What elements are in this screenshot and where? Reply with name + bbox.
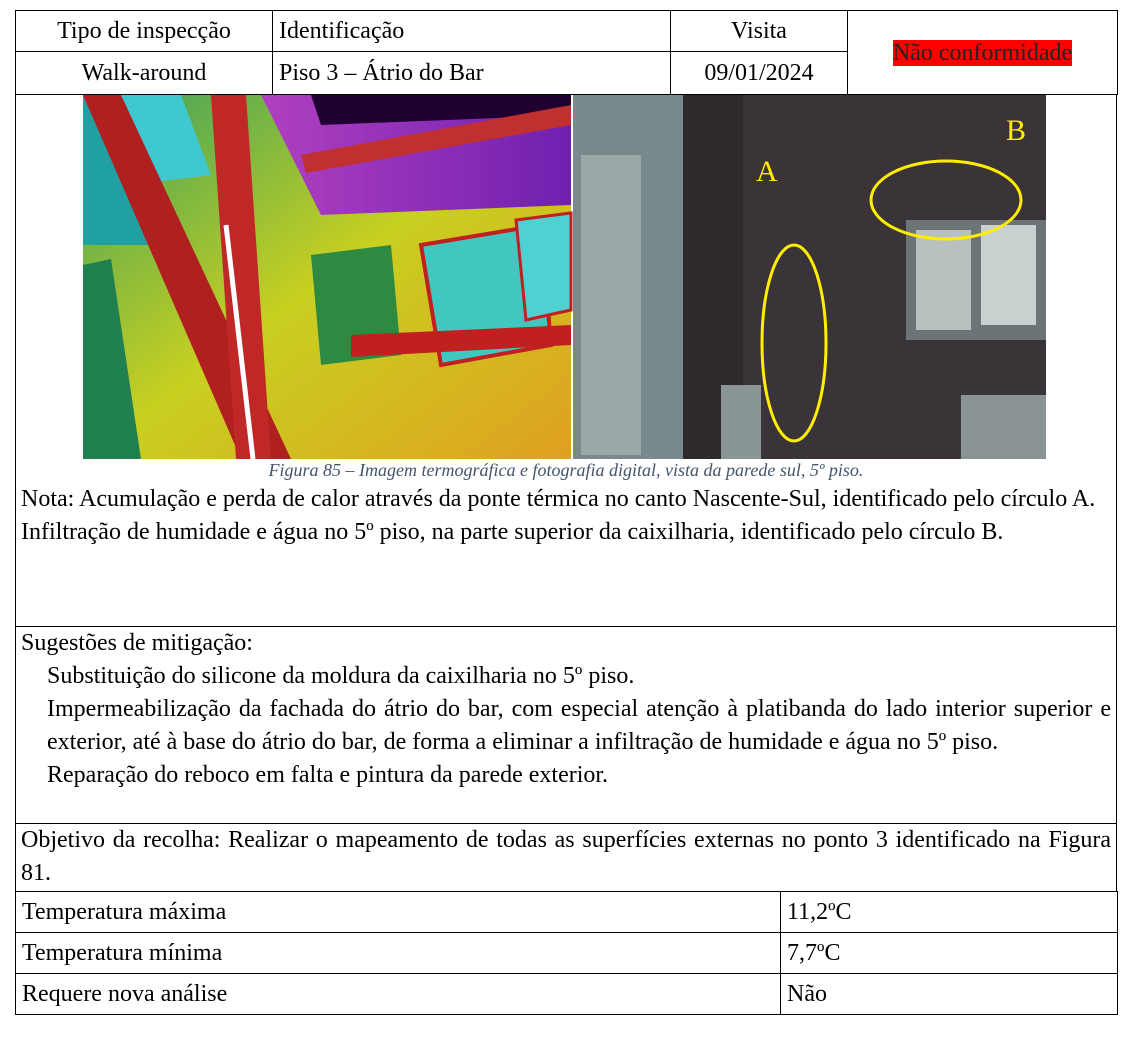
figure-caption: Figura 85 – Imagem termográfica e fotogr… [268, 460, 864, 480]
row-label: Requere nova análise [15, 973, 781, 1015]
circle-label: B [1006, 114, 1026, 147]
mitigation-block: Sugestões de mitigação: Substituição do … [15, 627, 1117, 824]
type-label: Tipo de inspecção [15, 10, 273, 52]
note: Infiltração de humidade e água no 5º pis… [21, 519, 1004, 545]
visit-value: 09/01/2024 [670, 51, 848, 95]
mitigation-title: Sugestões de mitigação: [21, 630, 253, 656]
figure: A B [83, 95, 1046, 459]
circle-label: A [756, 155, 778, 188]
row-label: Temperatura máxima [15, 891, 781, 933]
mitigation-item: Substituição do silicone da moldura da c… [47, 663, 635, 689]
type-value: Walk-around [15, 51, 273, 95]
figure-block: A B Figura 85 – Imagem termográfica e fo… [15, 95, 1117, 627]
status: Não conformidade [892, 39, 1073, 66]
visit-label: Visita [670, 10, 848, 52]
id-value: Piso 3 – Átrio do Bar [272, 51, 671, 95]
results-table: Temperatura máxima 11,2ºC Temperatura mín… [15, 891, 1118, 1015]
note: Nota: Acumulação e perda de calor atravé… [21, 486, 1096, 512]
thermal-image [83, 95, 573, 459]
row-value: 11,2ºC [780, 891, 1118, 933]
header-table: Tipo de inspecção Identificação Visita N… [15, 10, 1118, 95]
row-label: Temperatura mínima [15, 932, 781, 974]
digital-photo: A B [573, 95, 1046, 459]
row-value: Não [780, 973, 1118, 1015]
mitigation-item: Impermeabilização da fachada do átrio do… [47, 696, 1111, 755]
objective: Objetivo da recolha: Realizar o mapeamen… [15, 824, 1117, 892]
id-label: Identificação [272, 10, 671, 52]
row-value: 7,7ºC [780, 932, 1118, 974]
inspection-sheet: Tipo de inspecção Identificação Visita N… [15, 10, 1118, 1015]
mitigation-item: Reparação do reboco em falta e pintura d… [47, 762, 609, 788]
